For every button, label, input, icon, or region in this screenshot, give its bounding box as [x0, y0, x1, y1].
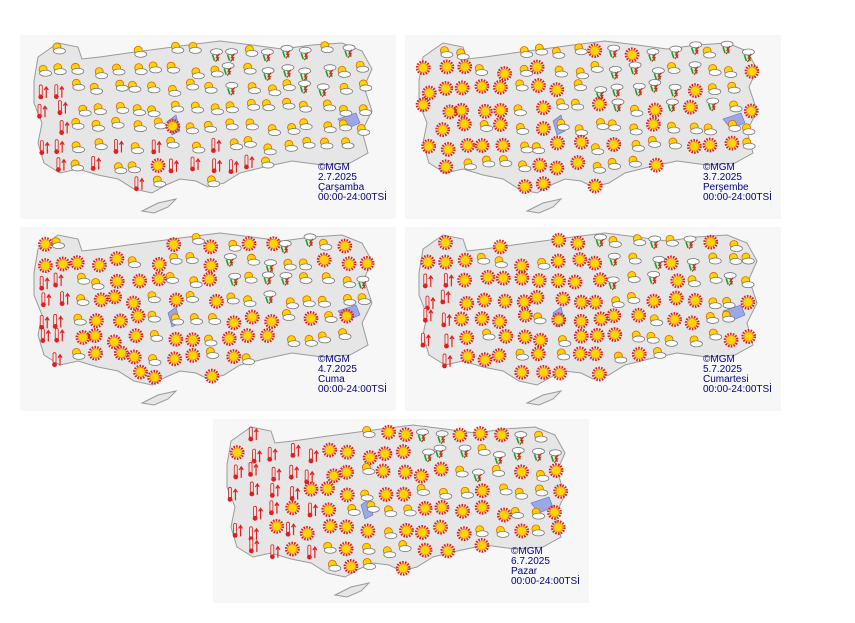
- caption-day: Cuma: [318, 374, 345, 385]
- turkey-map: [226, 424, 569, 598]
- caption-copyright: ©MGM: [318, 162, 350, 173]
- weather-icon: [358, 79, 373, 92]
- caption-day: Çarşamba: [318, 182, 365, 193]
- turkey-map: [33, 232, 375, 406]
- turkey-map: [418, 232, 758, 406]
- map-panel: ©MGM 3.7.2025 Perşembe 00:00-24:00TSİ: [405, 35, 781, 219]
- land: [33, 40, 373, 194]
- caption-copyright: ©MGM: [318, 354, 350, 365]
- caption-date: 5.7.2025: [703, 364, 742, 375]
- map-panel: ©MGM 2.7.2025 Çarşamba 00:00-24:00TSİ: [20, 35, 396, 219]
- weather-icon: [133, 45, 148, 58]
- cyprus: [333, 582, 371, 598]
- cyprus: [525, 390, 563, 406]
- caption-copyright: ©MGM: [511, 546, 543, 557]
- weather-icon: [362, 426, 376, 438]
- map-panel: ©MGM 4.7.2025 Cuma 00:00-24:00TSİ: [20, 227, 396, 411]
- caption-day: Pazar: [511, 566, 538, 577]
- cyprus: [140, 198, 178, 214]
- weather-icon: [741, 276, 755, 288]
- caption-date: 6.7.2025: [511, 556, 550, 567]
- weather-icon: [741, 329, 757, 344]
- cyprus: [525, 198, 563, 214]
- caption-day: Cumartesi: [703, 374, 749, 385]
- weather-icon: [456, 48, 470, 61]
- caption-hours: 00:00-24:00TSİ: [703, 384, 772, 395]
- caption-date: 2.7.2025: [318, 172, 357, 183]
- weather-icon: [534, 43, 549, 56]
- weather-icon: [356, 123, 371, 136]
- map-caption: ©MGM 2.7.2025 Çarşamba 00:00-24:00TSİ: [318, 163, 387, 203]
- map-panel: ©MGM 5.7.2025 Cumartesi 00:00-24:00TSİ: [405, 227, 781, 411]
- weather-icon: [550, 520, 566, 535]
- turkey-map: [415, 40, 760, 214]
- caption-copyright: ©MGM: [703, 354, 735, 365]
- weather-icon: [359, 255, 375, 271]
- weather-icon: [170, 41, 185, 54]
- land: [418, 40, 758, 194]
- cyprus: [140, 390, 178, 406]
- weather-icon: [742, 137, 756, 150]
- caption-day: Perşembe: [703, 182, 749, 193]
- map-caption: ©MGM 3.7.2025 Perşembe 00:00-24:00TSİ: [703, 163, 772, 203]
- weather-icon: [519, 46, 534, 58]
- caption-hours: 00:00-24:00TSİ: [511, 576, 580, 587]
- caption-hours: 00:00-24:00TSİ: [703, 192, 772, 203]
- caption-copyright: ©MGM: [703, 162, 735, 173]
- weather-icon: [665, 234, 679, 247]
- map-panel: ©MGM 6.7.2025 Pazar 00:00-24:00TSİ: [213, 419, 589, 603]
- map-caption: ©MGM 4.7.2025 Cuma 00:00-24:00TSİ: [318, 355, 387, 395]
- map-caption: ©MGM 6.7.2025 Pazar 00:00-24:00TSİ: [511, 547, 580, 587]
- weather-icon: [548, 463, 564, 478]
- map-caption: ©MGM 5.7.2025 Cumartesi 00:00-24:00TSİ: [703, 355, 772, 395]
- caption-hours: 00:00-24:00TSİ: [318, 192, 387, 203]
- caption-date: 4.7.2025: [318, 364, 357, 375]
- caption-hours: 00:00-24:00TSİ: [318, 384, 387, 395]
- weather-icon: [742, 123, 756, 136]
- weather-icon: [632, 234, 647, 247]
- caption-date: 3.7.2025: [703, 172, 742, 183]
- turkey-map: [33, 40, 373, 214]
